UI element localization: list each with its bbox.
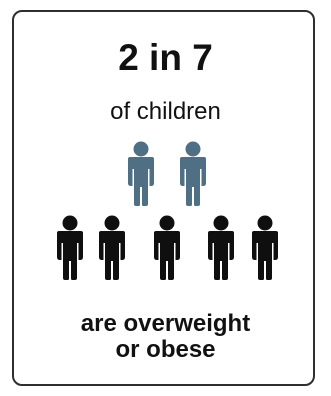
child-figure-icon (208, 215, 234, 280)
child-figure-icon (252, 215, 278, 280)
child-figure-icon (154, 215, 180, 280)
caption: are overweight or obese (0, 311, 331, 363)
child-figure-icon (57, 215, 83, 280)
child-figure-icon (128, 141, 154, 206)
headline: 2 in 7 (118, 37, 213, 78)
other-children (57, 215, 278, 280)
caption-line-1: are overweight (80, 310, 251, 337)
infographic-card (12, 10, 315, 386)
child-figure-icon (99, 215, 125, 280)
child-figure-icon (180, 141, 206, 206)
highlighted-children (128, 141, 206, 206)
caption-line-2: or obese (115, 336, 216, 363)
subline: of children (110, 98, 221, 125)
